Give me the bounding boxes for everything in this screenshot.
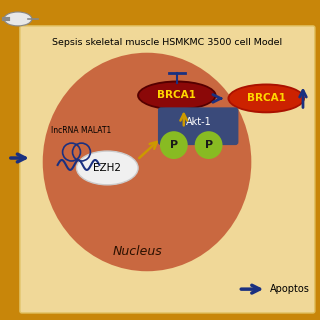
Text: BRCA1: BRCA1: [157, 91, 196, 100]
Ellipse shape: [43, 53, 251, 271]
Circle shape: [195, 131, 222, 159]
Circle shape: [160, 131, 188, 159]
Text: lncRNA MALAT1: lncRNA MALAT1: [51, 126, 112, 135]
Text: Akt-1: Akt-1: [186, 117, 212, 127]
Ellipse shape: [137, 81, 217, 110]
Text: Apoptos: Apoptos: [270, 284, 310, 294]
Text: P: P: [170, 140, 178, 150]
Ellipse shape: [139, 83, 215, 108]
FancyBboxPatch shape: [20, 26, 315, 313]
Text: Sepsis skeletal muscle HSMKMC 3500 cell Model: Sepsis skeletal muscle HSMKMC 3500 cell …: [52, 38, 282, 47]
Ellipse shape: [76, 151, 138, 185]
Text: BRCA1: BRCA1: [247, 93, 286, 103]
FancyBboxPatch shape: [158, 107, 238, 145]
Text: Nucleus: Nucleus: [112, 245, 162, 258]
Ellipse shape: [229, 85, 303, 111]
Ellipse shape: [228, 84, 305, 113]
Text: P: P: [204, 140, 213, 150]
Text: EZH2: EZH2: [93, 163, 121, 173]
Ellipse shape: [4, 12, 32, 26]
